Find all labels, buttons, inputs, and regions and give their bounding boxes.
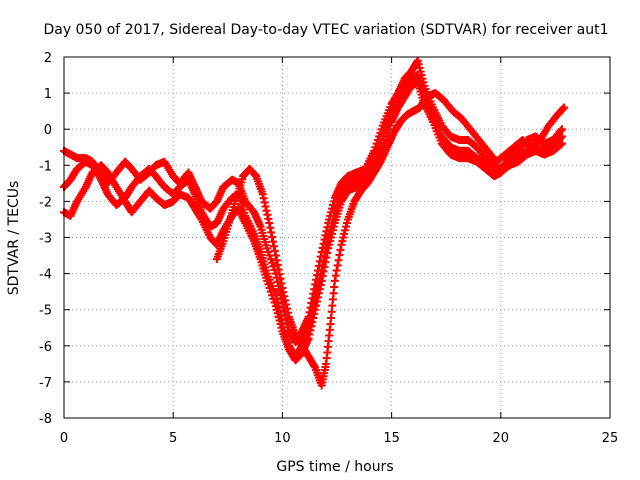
x-tick-label: 20 <box>493 431 510 446</box>
data-point <box>557 132 566 141</box>
x-tick-label: 25 <box>602 431 619 446</box>
y-tick-label: -7 <box>39 376 52 391</box>
grid-lines <box>64 57 610 418</box>
y-tick-label: -4 <box>39 268 52 283</box>
axis-ticks: 0 5 10 15 20 25 -8 -7 -6 -5 -4 -3 -2 -1 0 1 2 <box>39 51 618 446</box>
series-track-3 <box>60 78 566 365</box>
y-tick-label: 2 <box>44 51 52 66</box>
data-series <box>60 56 569 390</box>
y-tick-label: 0 <box>44 123 52 138</box>
series-track-4 <box>212 89 569 390</box>
y-axis-label: SDTVAR / TECUs <box>6 181 22 296</box>
x-axis-label: GPS time / hours <box>276 459 393 475</box>
y-tick-label: -1 <box>39 159 52 174</box>
chart-title: Day 050 of 2017, Sidereal Day-to-day VTE… <box>43 22 608 38</box>
data-point <box>556 133 565 142</box>
x-tick-label: 10 <box>274 431 291 446</box>
x-tick-label: 15 <box>383 431 400 446</box>
y-tick-label: 1 <box>44 87 52 102</box>
y-tick-label: -2 <box>39 195 52 210</box>
y-tick-label: -5 <box>39 304 52 319</box>
data-point <box>557 125 566 134</box>
y-tick-label: -8 <box>39 412 52 427</box>
y-tick-label: -3 <box>39 232 52 247</box>
x-tick-label: 0 <box>60 431 68 446</box>
x-tick-label: 5 <box>169 431 177 446</box>
data-point <box>556 140 565 149</box>
data-point <box>556 126 565 135</box>
data-point <box>557 139 566 148</box>
data-point <box>560 103 569 112</box>
y-tick-label: -6 <box>39 340 52 355</box>
